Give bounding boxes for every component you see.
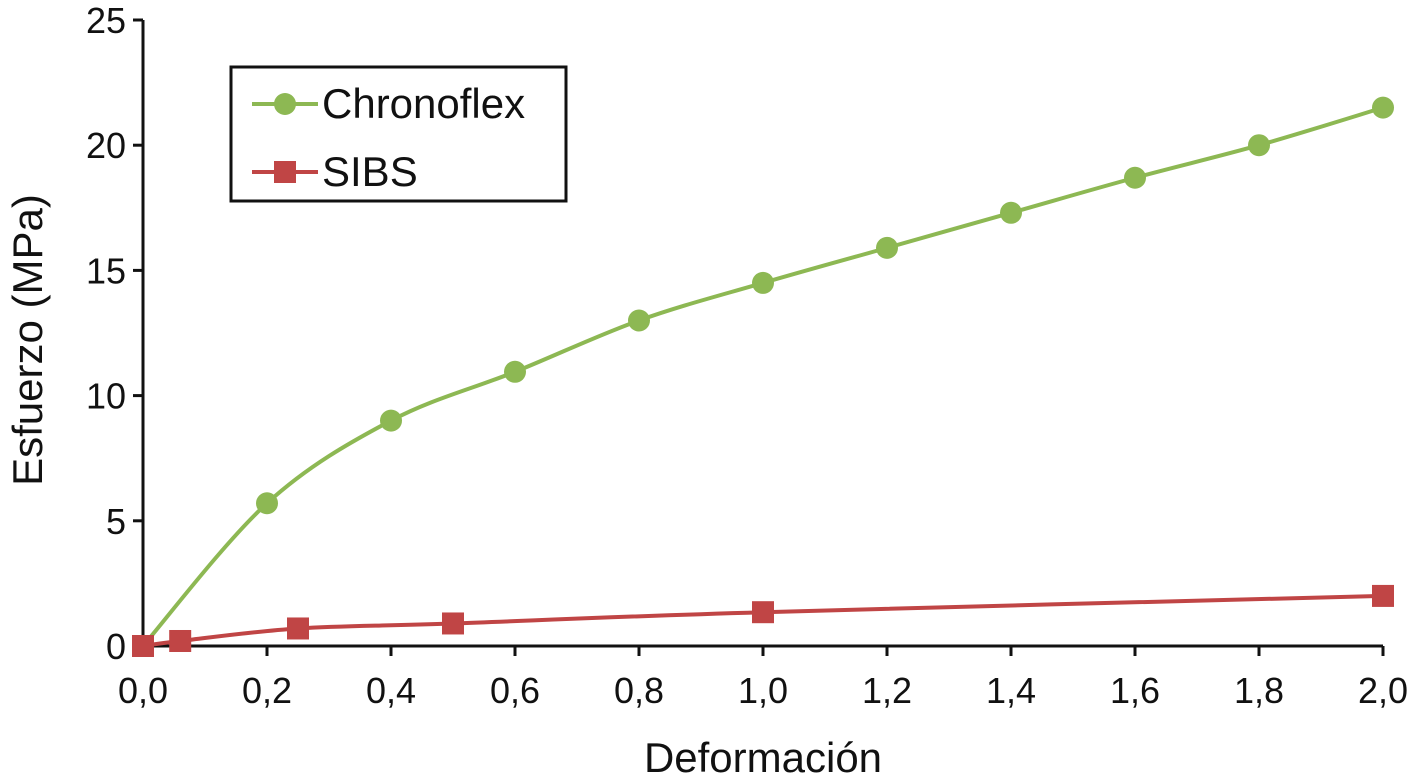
data-point-sibs	[1372, 584, 1394, 607]
y-tick-label: 20	[86, 125, 126, 166]
x-tick-label: 0,2	[242, 670, 292, 711]
data-point-chronoflex	[1248, 134, 1270, 157]
y-axis-title: Esfuerzo (MPa)	[4, 194, 51, 486]
x-tick-label: 0,6	[490, 670, 540, 711]
x-tick-label: 0,8	[614, 670, 664, 711]
x-tick-label: 1,6	[1110, 670, 1160, 711]
data-point-chronoflex	[1372, 96, 1394, 119]
data-point-chronoflex	[876, 236, 898, 259]
data-point-sibs	[442, 612, 464, 635]
data-point-chronoflex	[752, 271, 774, 294]
x-tick-label: 0,4	[366, 670, 416, 711]
legend-chronoflex-marker	[274, 93, 296, 115]
ticks: 0,0 0,2 0,4 0,6 0,8 1,0 1,2 1,4 1,6 1,8 2,0 0 5 10 15 2…	[86, 0, 1408, 711]
y-tick-label: 25	[86, 0, 126, 41]
x-tick-label: 2,0	[1358, 670, 1408, 711]
x-tick-label: 1,4	[986, 670, 1036, 711]
data-point-chronoflex	[1124, 166, 1146, 189]
data-point-sibs	[132, 635, 154, 657]
data-point-sibs	[169, 629, 192, 652]
x-tick-label: 1,8	[1234, 670, 1284, 711]
legend-chronoflex-label: Chronoflex	[322, 80, 525, 127]
y-tick-label: 15	[86, 250, 126, 291]
x-axis-title: Deformación	[644, 734, 882, 781]
data-point-chronoflex	[504, 360, 526, 383]
series-layer	[132, 96, 1394, 657]
data-point-sibs	[752, 601, 774, 624]
y-tick-label: 5	[106, 501, 126, 542]
legend-sibs-label: SIBS	[322, 148, 418, 195]
data-point-chronoflex	[380, 409, 402, 432]
y-tick-label: 10	[86, 376, 126, 417]
x-tick-label: 1,0	[738, 670, 788, 711]
series-line-sibs	[142, 593, 1384, 648]
legend: Chronoflex SIBS	[229, 65, 568, 203]
x-tick-label: 0,0	[118, 670, 168, 711]
data-point-chronoflex	[1000, 201, 1022, 224]
legend-sibs-marker	[274, 161, 296, 183]
data-point-chronoflex	[628, 309, 650, 332]
y-tick-label: 0	[106, 626, 126, 667]
data-point-chronoflex	[256, 492, 278, 515]
data-point-sibs	[287, 617, 309, 640]
x-tick-label: 1,2	[862, 670, 912, 711]
